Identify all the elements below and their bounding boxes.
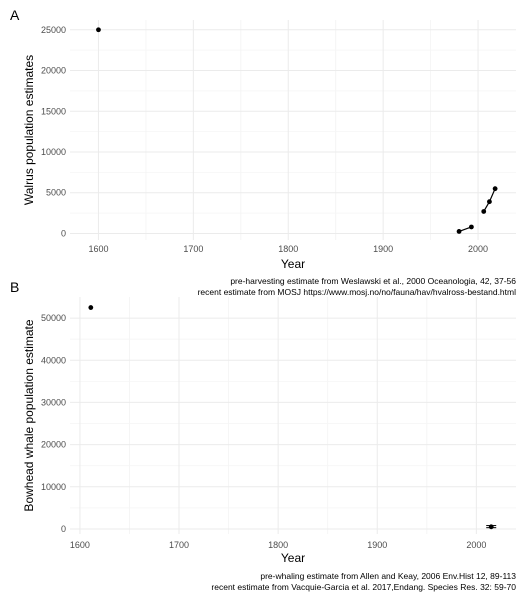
y-axis-title: Walrus population estimates: [22, 55, 36, 205]
data-point: [469, 224, 474, 230]
y-tick-label: 15000: [41, 106, 66, 116]
panel-a-walrus: 1600 1700 1800 1900 200005000100001500020000…: [10, 7, 516, 297]
x-tick-label: 1700: [183, 244, 203, 254]
x-axis-title: Year: [281, 551, 305, 565]
data-point: [487, 199, 492, 205]
x-tick-label: 1900: [373, 244, 393, 254]
data-point: [456, 229, 462, 234]
y-tick-label: 0: [61, 524, 66, 534]
y-tick-label: 10000: [41, 147, 66, 157]
y-tick-label: 40000: [41, 355, 66, 365]
y-tick-label: 5000: [46, 188, 66, 198]
x-tick-label: 1900: [367, 540, 387, 550]
source-caption: pre-harvesting estimate from Weslawski e…: [230, 276, 516, 286]
y-tick-label: 10000: [41, 482, 66, 492]
x-tick-label: 1800: [278, 244, 298, 254]
data-point: [488, 524, 494, 530]
x-tick-label: 2000: [466, 540, 486, 550]
data-point: [492, 186, 498, 192]
y-tick-label: 50000: [41, 313, 66, 323]
y-tick-label: 20000: [41, 440, 66, 450]
y-tick-label: 30000: [41, 397, 66, 407]
x-tick-label: 1800: [268, 540, 288, 550]
x-axis-title: Year: [281, 257, 305, 271]
panel-b-bowhead: 1600 1700 1800 1900 200001000020000300004000…: [10, 279, 516, 592]
x-tick-label: 1600: [70, 540, 90, 550]
x-tick-label: 1600: [88, 244, 108, 254]
y-tick-label: 25000: [41, 25, 66, 35]
y-axis-title: Bowhead whale population estimate: [22, 319, 36, 511]
x-tick-label: 1700: [169, 540, 189, 550]
data-point: [96, 27, 101, 33]
y-tick-label: 0: [61, 228, 66, 238]
data-point: [88, 305, 94, 310]
source-caption: pre-whaling estimate from Allen and Keay…: [260, 571, 516, 581]
panel-tag: A: [10, 7, 20, 23]
panel-tag: B: [10, 279, 19, 295]
data-point: [481, 209, 487, 214]
y-tick-label: 20000: [41, 66, 66, 76]
source-caption: recent estimate from MOSJ https://www.mo…: [198, 287, 517, 297]
source-caption: recent estimate from Vacquie-Garcia et a…: [211, 582, 516, 592]
x-tick-label: 2000: [468, 244, 488, 254]
